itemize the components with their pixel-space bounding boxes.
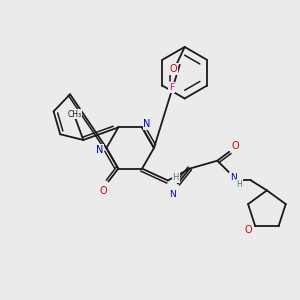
Text: CH₃: CH₃: [67, 110, 81, 119]
Text: O: O: [170, 64, 178, 74]
Text: F: F: [169, 83, 174, 92]
Text: O: O: [231, 141, 239, 151]
Text: N: N: [169, 190, 176, 199]
Text: H: H: [236, 180, 242, 189]
Text: N: N: [143, 119, 151, 130]
Text: N: N: [230, 173, 237, 182]
Text: O: O: [244, 225, 252, 235]
Text: O: O: [100, 186, 107, 197]
Text: H: H: [172, 173, 179, 182]
Text: N: N: [96, 145, 103, 155]
